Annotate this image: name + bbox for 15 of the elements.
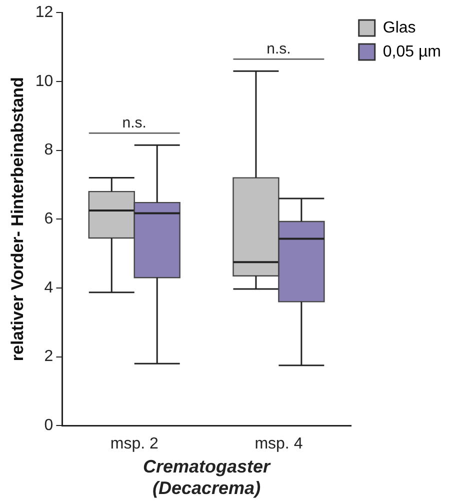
x-tick-label: msp. 2: [110, 436, 158, 453]
y-tick-label: 6: [44, 210, 54, 228]
annotation: n.s.: [122, 114, 146, 132]
annotation: n.s.: [266, 40, 291, 58]
y-tick-label: 8: [44, 142, 54, 159]
y-axis-title: relativer Vorder- Hinterbeinabstand: [8, 77, 27, 362]
y-tick-label: 10: [35, 72, 54, 90]
legend-label: 0,05 µm: [382, 43, 442, 60]
x-axis-title: Crematogaster (Decacrema): [143, 456, 272, 498]
y-tick-label: 2: [44, 348, 54, 366]
x-tick-label: msp. 4: [254, 436, 303, 453]
y-tick-label: 4: [44, 279, 54, 296]
y-tick-label: 12: [35, 4, 54, 22]
y-tick-label: 0: [44, 417, 54, 434]
legend-label: Glas: [382, 19, 416, 36]
